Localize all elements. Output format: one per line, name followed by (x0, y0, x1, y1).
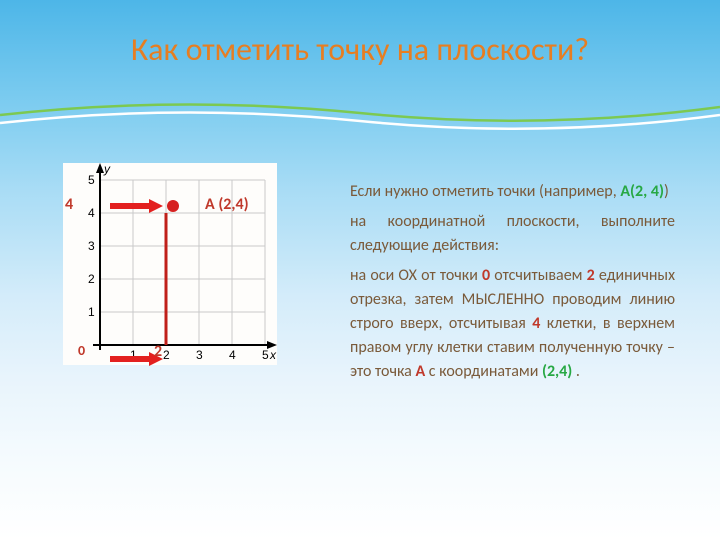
t: на оси ОХ от точки (350, 266, 482, 285)
svg-text:5: 5 (88, 173, 95, 187)
para-3: на оси ОХ от точки 0 отсчитываем 2 едини… (350, 264, 675, 384)
para-2: на координатной плоскости, выполните сле… (350, 210, 675, 258)
svg-text:2: 2 (88, 272, 95, 286)
t: ) (664, 182, 669, 201)
point-a (167, 200, 179, 212)
t: . (572, 362, 580, 381)
svg-text:3: 3 (88, 239, 95, 253)
slide-title: Как отметить точку на плоскости? (0, 30, 720, 69)
graph-svg: 5 4 3 2 1 1 2 3 4 5 y x (55, 155, 285, 385)
origin-label: 0 (78, 342, 85, 359)
svg-text:2: 2 (163, 348, 170, 362)
svg-text:x: x (269, 348, 277, 362)
hl-point: A(2, 4) (620, 182, 664, 201)
svg-text:5: 5 (262, 348, 269, 362)
y-value-label: 4 (65, 195, 73, 214)
svg-text:1: 1 (88, 305, 95, 319)
coordinate-graph: 5 4 3 2 1 1 2 3 4 5 y x (55, 155, 285, 385)
body-text: Если нужно отметить точки (например, A(2… (350, 180, 675, 390)
hl-A: А (415, 362, 425, 381)
t: отсчитываем (490, 266, 586, 285)
hl-2: 2 (587, 266, 595, 285)
hl-coords: (2,4) (542, 362, 572, 381)
decorative-swoosh (0, 95, 720, 135)
x-value-label: 2 (154, 342, 162, 361)
point-label: A (2,4) (205, 195, 249, 214)
svg-text:4: 4 (229, 348, 236, 362)
hl-0: 0 (482, 266, 490, 285)
svg-text:4: 4 (88, 206, 95, 220)
slide: Как отметить точку на плоскости? (0, 0, 720, 540)
t: с координатами (425, 362, 542, 381)
svg-text:3: 3 (196, 348, 203, 362)
para-1: Если нужно отметить точки (например, A(2… (350, 180, 675, 204)
t: Если нужно отметить точки (например, (350, 182, 620, 201)
svg-text:y: y (103, 162, 111, 176)
